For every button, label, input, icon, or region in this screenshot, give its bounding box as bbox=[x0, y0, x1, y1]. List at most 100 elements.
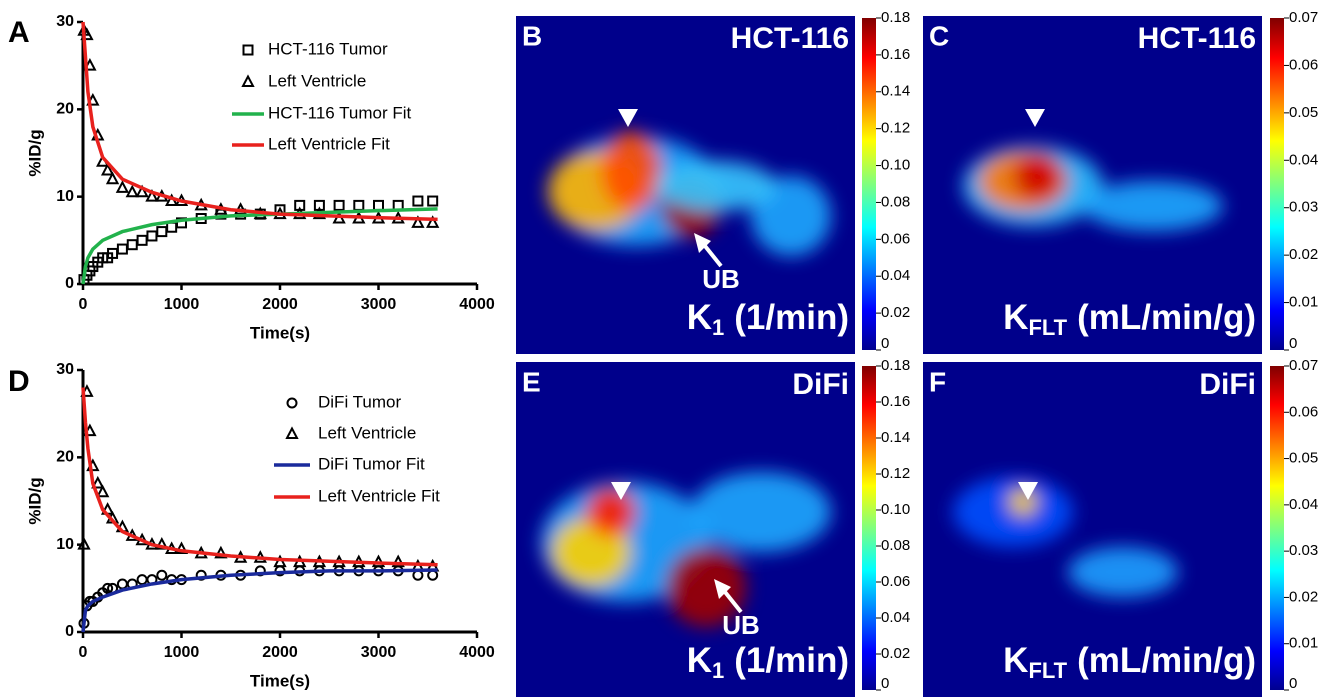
panel-label: E bbox=[522, 366, 541, 397]
blob bbox=[1009, 488, 1037, 516]
y-tick-label: 10 bbox=[56, 536, 74, 553]
x-tick-label: 3000 bbox=[361, 296, 397, 313]
panel-label: A bbox=[8, 16, 30, 49]
legend-label: Left Ventricle Fit bbox=[318, 486, 440, 505]
x-tick-label: 2000 bbox=[262, 644, 298, 661]
param-sub: 1 bbox=[712, 658, 724, 683]
param-main: K bbox=[687, 298, 712, 337]
panel-label: D bbox=[8, 365, 30, 398]
blob bbox=[586, 487, 636, 537]
marker bbox=[427, 195, 439, 207]
marker bbox=[91, 475, 105, 489]
y-tick-label: 30 bbox=[56, 13, 74, 30]
colorbar-tick-label: 0.08 bbox=[881, 193, 910, 210]
marker bbox=[156, 569, 168, 581]
parameter-label: KFLT (mL/min/g) bbox=[1003, 641, 1256, 683]
y-axis-label: %ID/g bbox=[25, 129, 44, 176]
ub-arrowhead bbox=[694, 233, 711, 253]
colorbar-tick-label: 0.12 bbox=[881, 465, 910, 482]
colorbar-tick-label: 0.02 bbox=[881, 304, 910, 321]
colorbar-tick-label: 0.16 bbox=[881, 393, 910, 410]
marker bbox=[105, 171, 120, 185]
marker bbox=[427, 569, 439, 581]
image-blobs bbox=[548, 131, 831, 256]
x-tick-label: 1000 bbox=[164, 296, 200, 313]
y-tick-label: 30 bbox=[56, 361, 74, 378]
legend-label: HCT-116 Tumor Fit bbox=[268, 103, 412, 122]
marker bbox=[353, 199, 365, 211]
y-tick-label: 10 bbox=[56, 188, 74, 205]
marker bbox=[115, 180, 130, 193]
colorbar bbox=[862, 366, 876, 690]
ub-arrowhead bbox=[714, 579, 731, 599]
marker bbox=[391, 554, 405, 568]
fit-line bbox=[81, 568, 438, 633]
marker bbox=[136, 234, 148, 246]
colorbar-tick-label: 0.10 bbox=[881, 501, 910, 518]
marker bbox=[373, 199, 384, 211]
colorbar-tick-label: 0.07 bbox=[1289, 9, 1318, 26]
arrowhead bbox=[618, 109, 638, 127]
marker bbox=[136, 574, 148, 586]
arrowhead bbox=[611, 482, 631, 500]
legend-label: DiFi Tumor bbox=[318, 392, 401, 411]
marker bbox=[412, 569, 424, 581]
colorbar-tick-label: 0.06 bbox=[1289, 403, 1318, 420]
marker bbox=[125, 184, 139, 198]
colorbar-tick-label: 0.06 bbox=[1289, 56, 1318, 73]
colorbar-tick-label: 0.05 bbox=[1289, 450, 1318, 467]
x-axis-label: Time(s) bbox=[250, 323, 310, 342]
blob bbox=[691, 472, 831, 552]
legend-marker bbox=[285, 426, 299, 439]
y-tick-label: 20 bbox=[56, 101, 74, 118]
marker bbox=[156, 226, 168, 238]
legend-marker bbox=[285, 426, 299, 439]
fit-line bbox=[81, 21, 438, 222]
panel-label: B bbox=[522, 20, 542, 51]
marker bbox=[166, 221, 178, 233]
colorbar-tick-label: 0.10 bbox=[881, 157, 910, 174]
marker bbox=[273, 554, 287, 568]
colorbar-tick-label: 0.03 bbox=[1289, 542, 1318, 559]
legend-marker bbox=[241, 74, 255, 87]
y-tick-label: 0 bbox=[65, 623, 74, 640]
parameter-label: K1 (1/min) bbox=[687, 298, 849, 340]
parameter-label: K1 (1/min) bbox=[687, 641, 849, 683]
param-sub: 1 bbox=[712, 315, 724, 340]
blob bbox=[666, 547, 746, 627]
marker bbox=[102, 582, 114, 594]
param-main: K bbox=[1003, 641, 1028, 680]
colorbar bbox=[1270, 366, 1284, 690]
blob bbox=[1083, 181, 1223, 231]
marker bbox=[96, 484, 110, 498]
colorbar-tick-label: 0.04 bbox=[881, 267, 910, 284]
panel-label: C bbox=[929, 20, 949, 51]
y-tick-label: 20 bbox=[56, 449, 74, 466]
colorbar-tick-label: 0 bbox=[881, 335, 889, 352]
marker bbox=[426, 215, 440, 228]
colorbar-tick-label: 0.04 bbox=[1289, 496, 1318, 513]
colorbar-tick-label: 0 bbox=[1289, 675, 1297, 692]
marker bbox=[176, 217, 187, 229]
marker bbox=[174, 541, 189, 555]
marker bbox=[155, 537, 169, 550]
marker bbox=[116, 243, 128, 255]
param-sub: FLT bbox=[1028, 658, 1067, 683]
param-rest: (1/min) bbox=[734, 641, 849, 680]
marker bbox=[333, 199, 345, 211]
marker bbox=[116, 578, 128, 590]
x-tick-label: 0 bbox=[79, 644, 88, 661]
y-axis-label: %ID/g bbox=[25, 477, 44, 524]
image-title: HCT-116 bbox=[1138, 22, 1256, 55]
param-main: K bbox=[1003, 298, 1028, 337]
legend-marker bbox=[242, 44, 254, 56]
colorbar-tick-label: 0.02 bbox=[881, 645, 910, 662]
colorbar-tick-label: 0.18 bbox=[881, 9, 910, 26]
legend-marker bbox=[241, 74, 255, 87]
colorbar-tick-label: 0.04 bbox=[881, 609, 910, 626]
x-tick-label: 3000 bbox=[361, 644, 397, 661]
colorbar-tick-label: 0 bbox=[881, 675, 889, 692]
marker bbox=[145, 189, 159, 202]
marker bbox=[77, 537, 91, 550]
